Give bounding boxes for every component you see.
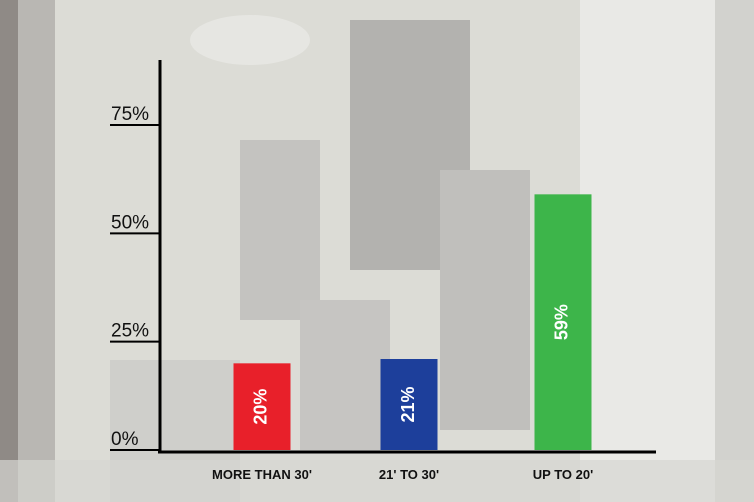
value-label: 59% bbox=[552, 304, 572, 340]
value-label: 21% bbox=[398, 386, 418, 422]
x-tick-label: 21' TO 30' bbox=[379, 467, 439, 482]
x-tick-label: UP TO 20' bbox=[533, 467, 593, 482]
background bbox=[0, 0, 754, 502]
y-tick-label: 75% bbox=[111, 104, 149, 125]
x-tick-label: MORE THAN 30' bbox=[212, 467, 312, 482]
y-tick-label: 0% bbox=[111, 429, 139, 450]
value-label: 20% bbox=[251, 389, 271, 425]
y-tick-label: 50% bbox=[111, 212, 149, 233]
y-tick-label: 25% bbox=[111, 321, 149, 342]
chart: 0% 25% 50% 75% 20% MORE THAN 30' 21% 21' TO 30'… bbox=[0, 0, 754, 502]
